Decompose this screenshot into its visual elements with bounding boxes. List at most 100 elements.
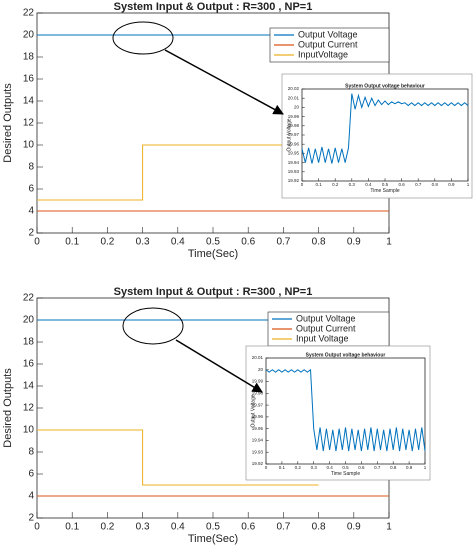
x-tick-label: 0.8 [312,522,326,533]
chart-title: System Output voltage behaviour [345,84,425,90]
y-tick-label: 12 [23,118,35,129]
y-axis-label: Output Voltage [250,394,256,427]
x-tick-label: 0.3 [349,182,356,187]
y-tick-label: 19.97 [252,402,264,407]
x-tick-label: 0 [34,522,40,533]
legend-label: Output Current [298,39,358,49]
y-tick-label: 20.02 [288,86,300,91]
x-tick-label: 0.7 [415,182,422,187]
x-tick-label: 1 [424,465,427,470]
y-tick-label: 16 [23,359,35,370]
legend-label: Output Voltage [296,313,356,323]
x-tick-label: 0.5 [206,237,220,248]
chart-title: System Input & Output : R=300 , NP=1 [114,1,313,13]
y-tick-label: 4 [28,491,34,502]
y-tick-label: 22 [23,293,35,304]
x-tick-label: 0.1 [65,237,79,248]
y-tick-label: 19.98 [288,123,300,128]
x-tick-label: 1 [467,182,470,187]
x-tick-label: 0.9 [347,237,361,248]
y-tick-label: 20 [23,315,35,326]
x-tick-label: 0.6 [241,522,255,533]
x-tick-label: 0.7 [276,522,290,533]
x-tick-label: 0 [301,182,304,187]
y-tick-label: 19.92 [252,461,264,466]
y-tick-label: 6 [28,469,34,480]
x-axis-label: Time Sample [370,188,399,194]
x-tick-label: 0.3 [136,522,150,533]
x-tick-label: 0.8 [390,465,397,470]
x-tick-label: 0.2 [100,522,114,533]
y-tick-label: 19.93 [252,449,264,454]
x-tick-label: 0.8 [312,237,326,248]
x-tick-label: 0 [34,237,40,248]
y-tick-label: 16 [23,74,35,85]
x-tick-label: 0.9 [448,182,455,187]
y-tick-label: 20 [23,30,35,41]
x-tick-label: 0.6 [398,182,405,187]
x-tick-label: 0.1 [65,522,79,533]
x-tick-label: 0 [265,465,268,470]
y-tick-label: 8 [28,162,34,173]
legend-label: Output Current [296,323,356,333]
y-tick-label: 20.01 [288,95,300,100]
y-tick-label: 18 [23,52,35,63]
y-tick-label: 2 [28,513,34,524]
y-tick-label: 8 [28,447,34,458]
legend-label: InputVoltage [298,49,348,59]
x-tick-label: 0.6 [241,237,255,248]
chart-title: System Input & Output : R=300 , NP=1 [114,286,313,298]
x-tick-label: 0.4 [171,522,185,533]
y-tick-label: 19.99 [288,114,300,119]
x-tick-label: 0.2 [295,465,302,470]
y-tick-label: 10 [23,140,35,151]
y-tick-label: 20 [258,367,264,372]
y-tick-label: 19.99 [252,379,264,384]
x-tick-label: 0.2 [100,237,114,248]
y-tick-label: 14 [23,96,35,107]
x-tick-label: 0.6 [358,465,365,470]
y-tick-label: 19.97 [288,132,300,137]
x-tick-label: 0.8 [432,182,439,187]
zoom-arrow [175,339,263,393]
x-tick-label: 0.4 [365,182,372,187]
y-tick-label: 19.98 [252,391,264,396]
plot-area [301,88,469,182]
y-tick-label: 19.96 [252,414,264,419]
series-line [265,368,426,452]
y-tick-label: 19.94 [288,160,300,165]
y-tick-label: 19.94 [252,438,264,443]
x-tick-label: 0.5 [382,182,389,187]
zoom-arrow [164,49,284,115]
x-tick-label: 0.7 [276,237,290,248]
x-tick-label: 0.1 [279,465,286,470]
x-tick-label: 0.7 [374,465,381,470]
x-tick-label: 0.3 [136,237,150,248]
x-tick-label: 0.1 [315,182,322,187]
y-tick-label: 18 [23,337,35,348]
y-tick-label: 19.95 [252,426,264,431]
zoom-ellipse [122,307,184,345]
y-tick-label: 2 [28,228,34,239]
x-tick-label: 0.2 [332,182,339,187]
y-tick-label: 19.95 [288,151,300,156]
x-tick-label: 1 [386,522,392,533]
x-axis-label: Time(Sec) [188,533,238,545]
x-tick-label: 0.3 [311,465,318,470]
series-line [37,429,319,486]
x-tick-label: 0.9 [406,465,413,470]
y-tick-label: 22 [23,8,35,19]
y-axis-label: Desired Outputs [2,368,14,448]
x-tick-label: 0.9 [347,522,361,533]
x-tick-label: 0.5 [342,465,349,470]
x-tick-label: 1 [386,237,392,248]
legend-label: Input Voltage [296,333,349,343]
chart-title: System Output voltage behaviour [306,353,386,359]
legend-label: Output Voltage [298,29,358,39]
y-tick-label: 20 [294,105,300,110]
series-line [301,93,469,164]
y-tick-label: 19.96 [288,141,300,146]
